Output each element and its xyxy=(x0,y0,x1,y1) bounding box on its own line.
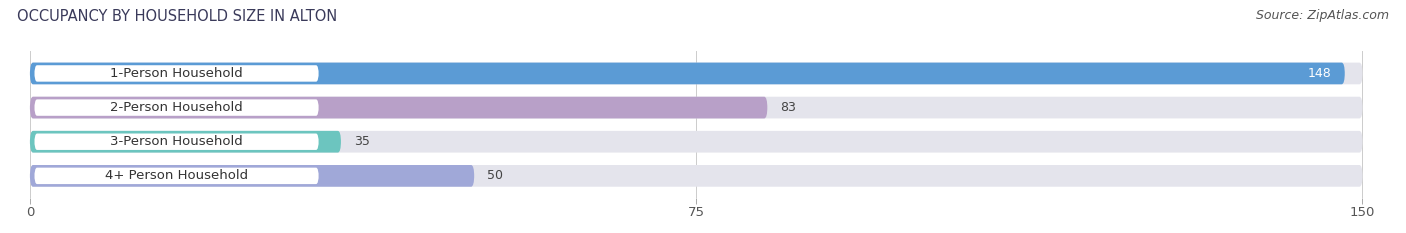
Text: 4+ Person Household: 4+ Person Household xyxy=(105,169,247,182)
FancyBboxPatch shape xyxy=(30,63,1362,84)
Text: Source: ZipAtlas.com: Source: ZipAtlas.com xyxy=(1256,9,1389,22)
Text: 35: 35 xyxy=(354,135,370,148)
FancyBboxPatch shape xyxy=(30,131,1362,153)
FancyBboxPatch shape xyxy=(30,131,342,153)
Text: 3-Person Household: 3-Person Household xyxy=(110,135,243,148)
Text: 1-Person Household: 1-Person Household xyxy=(110,67,243,80)
Text: 148: 148 xyxy=(1308,67,1331,80)
FancyBboxPatch shape xyxy=(34,134,319,150)
Text: 2-Person Household: 2-Person Household xyxy=(110,101,243,114)
FancyBboxPatch shape xyxy=(34,168,319,184)
FancyBboxPatch shape xyxy=(34,65,319,82)
FancyBboxPatch shape xyxy=(30,97,768,118)
Text: 83: 83 xyxy=(780,101,796,114)
Text: 50: 50 xyxy=(488,169,503,182)
FancyBboxPatch shape xyxy=(34,99,319,116)
FancyBboxPatch shape xyxy=(30,165,474,187)
FancyBboxPatch shape xyxy=(30,63,1344,84)
FancyBboxPatch shape xyxy=(30,165,1362,187)
FancyBboxPatch shape xyxy=(30,97,1362,118)
Text: OCCUPANCY BY HOUSEHOLD SIZE IN ALTON: OCCUPANCY BY HOUSEHOLD SIZE IN ALTON xyxy=(17,9,337,24)
